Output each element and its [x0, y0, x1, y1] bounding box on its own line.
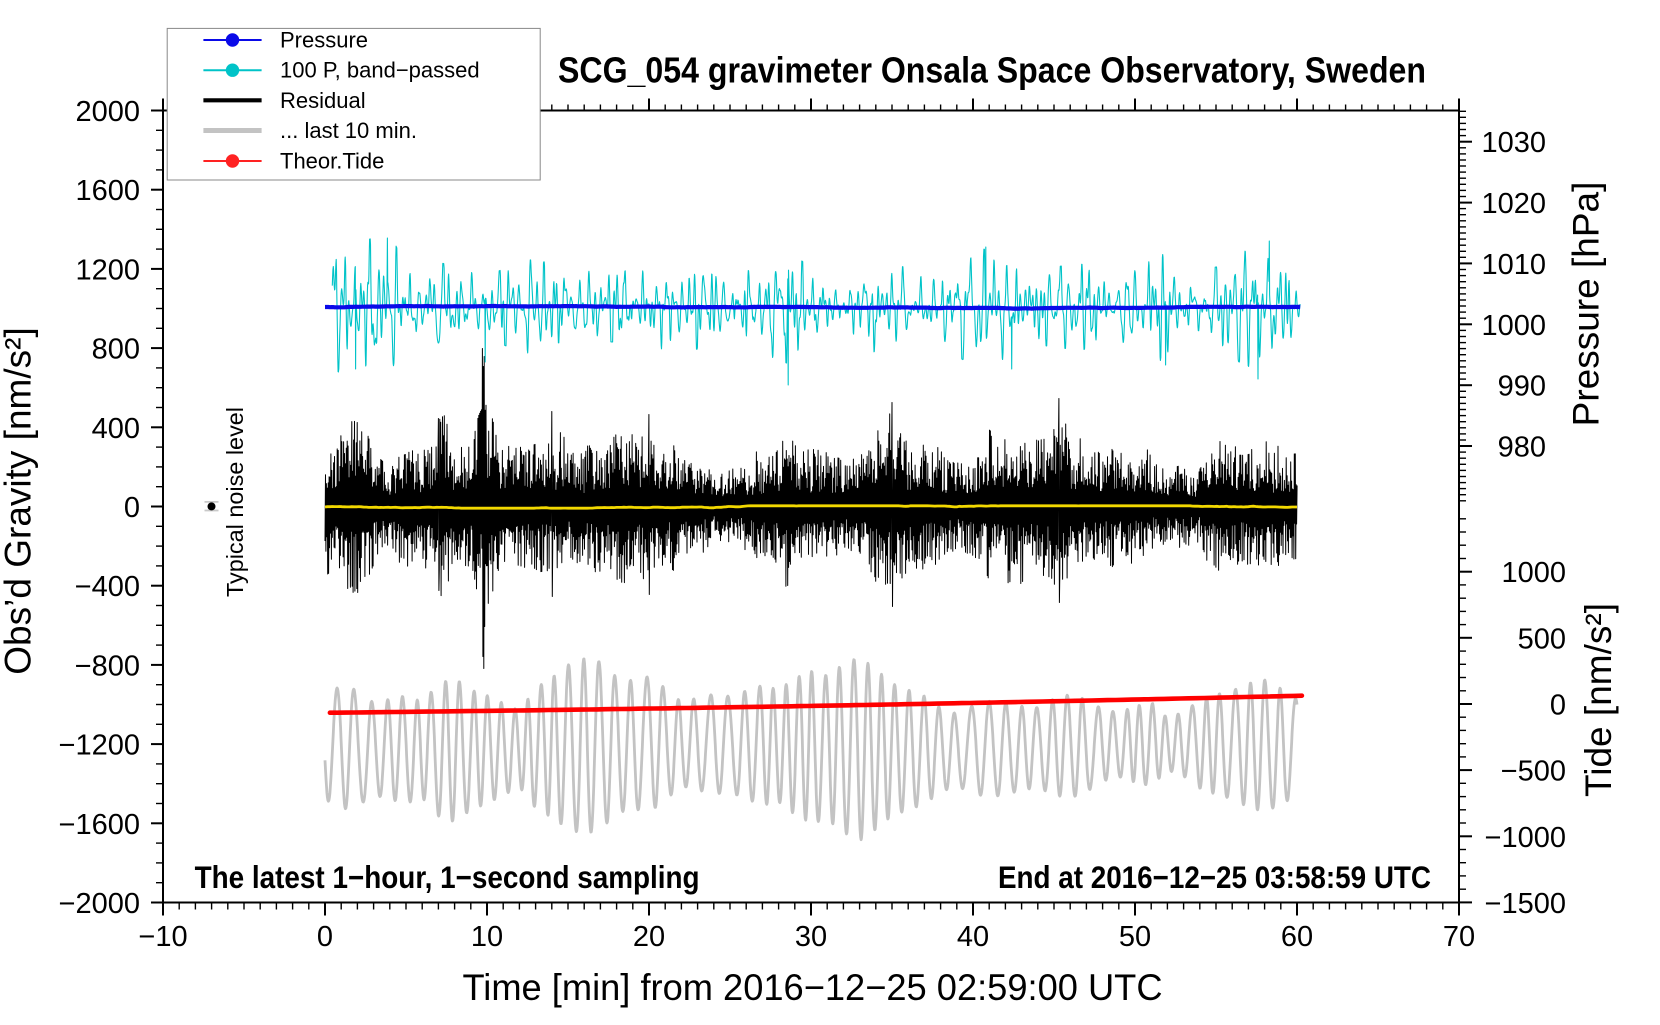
svg-text:10: 10	[471, 921, 503, 953]
svg-text:70: 70	[1443, 921, 1475, 953]
svg-text:−800: −800	[75, 650, 140, 682]
svg-text:−10: −10	[138, 921, 187, 953]
svg-text:100 P, band−passed: 100 P, band−passed	[280, 58, 480, 83]
svg-text:1000: 1000	[1481, 310, 1546, 342]
svg-text:40: 40	[957, 921, 989, 953]
svg-text:The latest 1−hour, 1−second sa: The latest 1−hour, 1−second sampling	[195, 859, 700, 895]
svg-text:−1200: −1200	[59, 730, 140, 762]
svg-text:−2000: −2000	[59, 888, 140, 920]
svg-text:400: 400	[92, 413, 140, 445]
svg-text:Tide [nm/s²]: Tide [nm/s²]	[1578, 603, 1619, 797]
svg-text:1020: 1020	[1481, 188, 1546, 220]
svg-text:500: 500	[1518, 623, 1566, 655]
svg-text:Theor.Tide: Theor.Tide	[280, 149, 384, 174]
svg-text:990: 990	[1498, 371, 1546, 403]
svg-text:−500: −500	[1501, 756, 1566, 788]
svg-text:60: 60	[1281, 921, 1313, 953]
svg-text:Pressure [hPa]: Pressure [hPa]	[1566, 182, 1607, 427]
svg-text:... last 10 min.: ... last 10 min.	[280, 118, 417, 143]
svg-text:Time [min] from 2016−12−25 02:: Time [min] from 2016−12−25 02:59:00 UTC	[463, 967, 1163, 1008]
svg-text:Obs’d Gravity [nm/s²]: Obs’d Gravity [nm/s²]	[0, 327, 39, 674]
svg-text:800: 800	[92, 334, 140, 366]
svg-text:Pressure: Pressure	[280, 28, 368, 53]
svg-text:−400: −400	[75, 571, 140, 603]
svg-text:0: 0	[317, 921, 333, 953]
svg-text:Typical noise level: Typical noise level	[222, 407, 248, 597]
svg-text:1010: 1010	[1481, 249, 1546, 281]
svg-text:−1500: −1500	[1485, 888, 1566, 920]
svg-text:980: 980	[1498, 432, 1546, 464]
svg-text:SCG_054 gravimeter Onsala Spac: SCG_054 gravimeter Onsala Space Observat…	[558, 50, 1426, 91]
svg-text:Residual: Residual	[280, 88, 366, 113]
svg-text:0: 0	[1550, 690, 1566, 722]
svg-text:1200: 1200	[75, 254, 140, 286]
svg-text:30: 30	[795, 921, 827, 953]
svg-text:−1600: −1600	[59, 809, 140, 841]
svg-text:20: 20	[633, 921, 665, 953]
svg-text:0: 0	[124, 492, 140, 524]
svg-text:1030: 1030	[1481, 127, 1546, 159]
svg-text:1000: 1000	[1501, 557, 1566, 589]
svg-text:2000: 2000	[75, 96, 140, 128]
svg-text:1600: 1600	[75, 175, 140, 207]
svg-text:50: 50	[1119, 921, 1151, 953]
svg-text:End at 2016−12−25 03:58:59 UTC: End at 2016−12−25 03:58:59 UTC	[998, 859, 1431, 895]
svg-text:−1000: −1000	[1485, 822, 1566, 854]
